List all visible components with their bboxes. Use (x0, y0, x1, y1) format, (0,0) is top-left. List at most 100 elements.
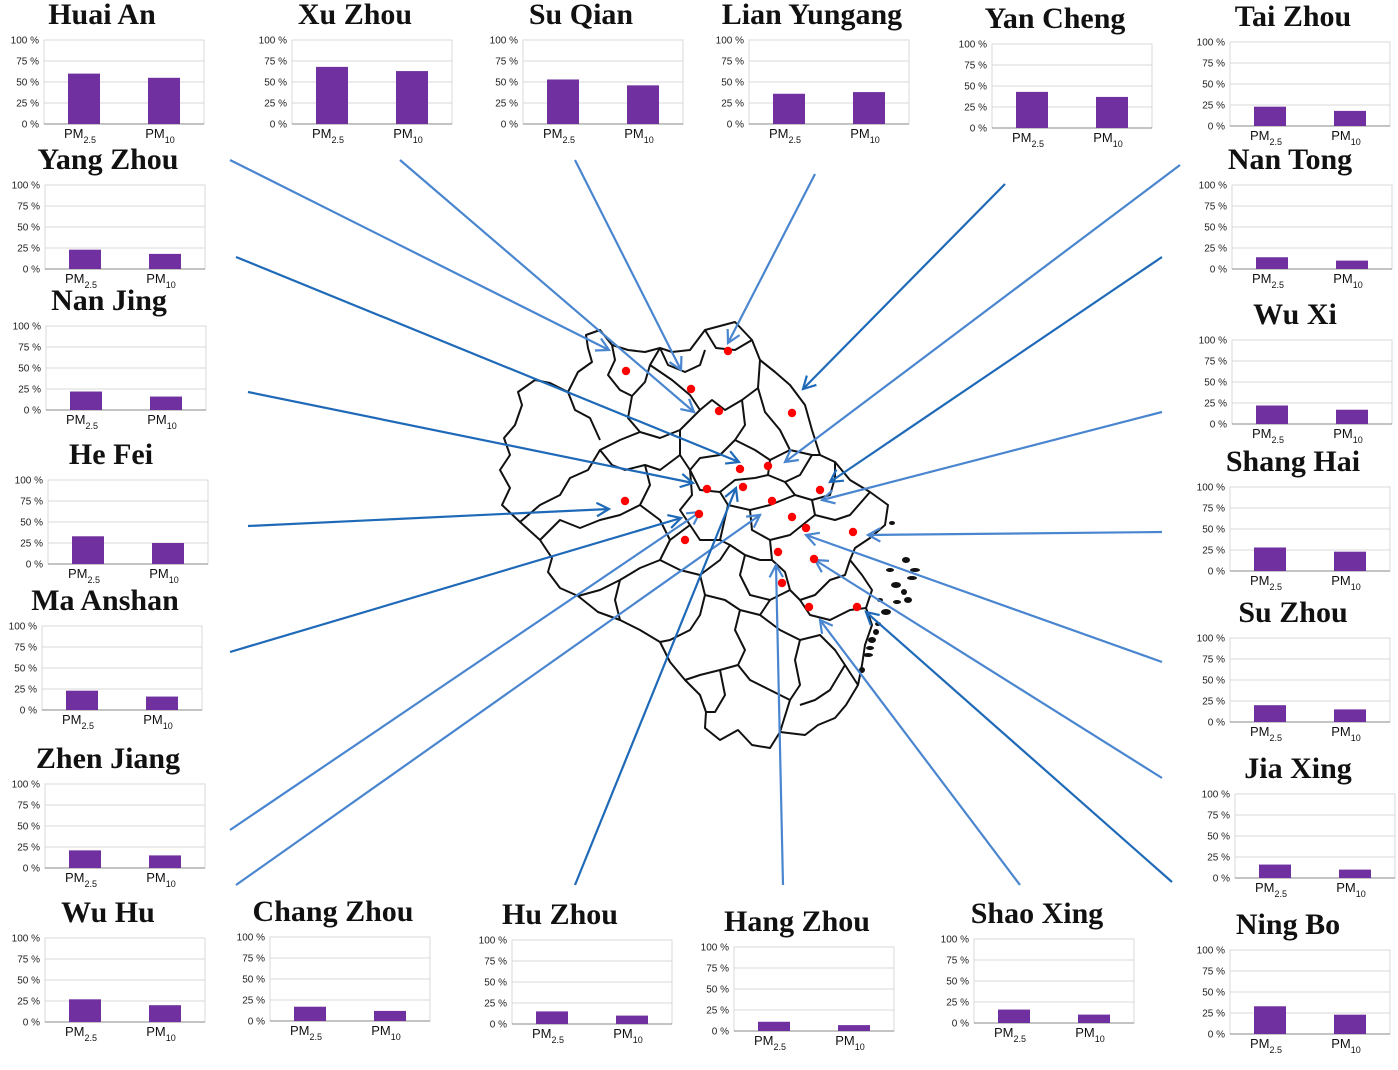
y-tick-label: 0 % (22, 120, 39, 131)
x-tick-label: PM2.5 (1252, 426, 1284, 445)
y-tick-label: 50 % (484, 978, 507, 989)
x-tick-label: PM2.5 (754, 1033, 786, 1052)
y-tick-label: 25 % (1204, 399, 1227, 410)
mini-bar-chart: 0 % 25 % 50 % 75 % 100 % PM2.5 PM10 (941, 935, 1135, 1044)
panel-su-zhou: Su Zhou 0 % 25 % 50 % 75 % 100 % PM2.5 PM10 (1188, 598, 1398, 748)
panel-yan-cheng: Yan Cheng 0 % 25 % 50 % 75 % 100 % PM2.5 PM10 (950, 4, 1180, 154)
y-tick-label: 75 % (1204, 202, 1227, 213)
bar-pm25 (1256, 257, 1288, 269)
x-tick-label: PM10 (1333, 271, 1363, 290)
y-tick-label: 75 % (964, 61, 987, 72)
y-tick-label: 50 % (17, 223, 40, 234)
bar-pm25 (68, 73, 100, 124)
city-dot (815, 485, 825, 495)
mini-bar-chart: 0 % 25 % 50 % 75 % 100 % PM2.5 PM10 (1197, 38, 1391, 147)
y-tick-label: 0 % (24, 406, 41, 417)
y-tick-label: 0 % (1210, 420, 1227, 431)
y-tick-label: 0 % (26, 560, 43, 571)
y-tick-label: 0 % (23, 864, 40, 875)
y-tick-label: 25 % (17, 843, 40, 854)
panel-nan-tong: Nan Tong 0 % 25 % 50 % 75 % 100 % PM2.5 PM10 (1190, 145, 1398, 295)
y-tick-label: 50 % (1202, 80, 1225, 91)
mini-bar-chart: 0 % 25 % 50 % 75 % 100 % PM2.5 PM10 (13, 322, 207, 431)
city-dot (723, 346, 733, 356)
city-dot (680, 535, 690, 545)
y-tick-label: 25 % (242, 996, 265, 1007)
arrow-head (783, 448, 800, 464)
pointer-arrow (229, 516, 682, 654)
city-title: Ma Anshan (31, 584, 179, 617)
city-title: Nan Tong (1227, 143, 1353, 176)
map-outline (499, 321, 920, 749)
y-tick-label: 75 % (1202, 59, 1225, 70)
panel-hang-zhou: Hang Zhou 0 % 25 % 50 % 75 % 100 % PM2.5 PM10 (692, 907, 922, 1057)
panel-wu-hu: Wu Hu 0 % 25 % 50 % 75 % 100 % PM2.5 PM10 (3, 898, 233, 1048)
x-tick-label: PM10 (393, 126, 423, 145)
y-tick-label: 100 % (13, 322, 41, 333)
pointer-arrow (867, 530, 1163, 537)
bar-pm25 (1254, 705, 1286, 722)
y-tick-label: 50 % (1202, 988, 1225, 999)
arrow-head (864, 610, 880, 626)
panel-ma-anshan: Ma Anshan 0 % 25 % 50 % 75 % 100 % PM2.5 PM10 (0, 586, 230, 736)
bar-pm25 (70, 391, 102, 410)
x-tick-label: PM10 (146, 1024, 176, 1043)
mini-bar-chart: 0 % 25 % 50 % 75 % 100 % PM2.5 PM10 (259, 36, 453, 145)
y-tick-label: 75 % (17, 955, 40, 966)
mini-bar-chart: 0 % 25 % 50 % 75 % 100 % PM2.5 PM10 (1202, 790, 1396, 899)
bar-pm10 (1096, 96, 1128, 128)
y-tick-label: 100 % (12, 934, 40, 945)
y-tick-label: 75 % (1207, 811, 1230, 822)
y-tick-label: 25 % (1202, 101, 1225, 112)
bar-pm25 (66, 690, 98, 710)
panel-huai-an: Huai An 0 % 25 % 50 % 75 % 100 % PM2.5 PM10 (2, 0, 232, 150)
bar-pm10 (853, 92, 885, 124)
y-tick-label: 75 % (1202, 967, 1225, 978)
city-dot (773, 547, 783, 557)
x-tick-label: PM10 (146, 870, 176, 889)
y-tick-label: 50 % (1204, 378, 1227, 389)
mini-bar-chart: 0 % 25 % 50 % 75 % 100 % PM2.5 PM10 (701, 943, 895, 1052)
bar-pm10 (838, 1025, 870, 1031)
y-tick-label: 25 % (17, 997, 40, 1008)
y-tick-label: 50 % (17, 976, 40, 987)
city-dot (620, 496, 630, 506)
arrow-head (724, 450, 742, 465)
arrow-head (801, 375, 817, 391)
mini-bar-chart: 0 % 25 % 50 % 75 % 100 % PM2.5 PM10 (237, 933, 431, 1042)
y-tick-label: 0 % (501, 120, 518, 131)
bar-pm10 (1336, 260, 1368, 269)
y-tick-label: 100 % (1197, 483, 1225, 494)
y-tick-label: 100 % (941, 935, 969, 946)
y-tick-label: 50 % (20, 518, 43, 529)
arrow-head (768, 562, 784, 578)
y-tick-label: 25 % (1204, 244, 1227, 255)
city-title: Zhen Jiang (35, 742, 181, 775)
arrow-head (726, 328, 741, 346)
pointer-arrow (229, 159, 610, 351)
pointer-arrow (829, 256, 1163, 483)
bar-pm25 (1254, 106, 1286, 126)
arrow-head (668, 355, 683, 373)
bar-pm10 (148, 77, 180, 124)
x-tick-label: PM2.5 (65, 870, 97, 889)
bar-pm10 (1334, 709, 1366, 722)
mini-bar-chart: 0 % 25 % 50 % 75 % 100 % PM2.5 PM10 (15, 476, 209, 585)
bar-pm25 (1254, 547, 1286, 571)
y-tick-label: 75 % (242, 954, 265, 965)
y-tick-label: 0 % (23, 1018, 40, 1029)
y-tick-label: 25 % (16, 99, 39, 110)
bar-pm25 (316, 66, 348, 124)
y-tick-label: 75 % (484, 957, 507, 968)
y-tick-label: 75 % (20, 497, 43, 508)
city-dot (767, 496, 777, 506)
y-tick-label: 25 % (1207, 853, 1230, 864)
x-tick-label: PM2.5 (994, 1025, 1026, 1044)
x-tick-label: PM10 (850, 126, 880, 145)
y-tick-label: 50 % (495, 78, 518, 89)
city-dot (801, 523, 811, 533)
x-tick-label: PM2.5 (543, 126, 575, 145)
pointer-arrow (235, 255, 740, 464)
city-title: Lian Yungang (721, 0, 903, 31)
